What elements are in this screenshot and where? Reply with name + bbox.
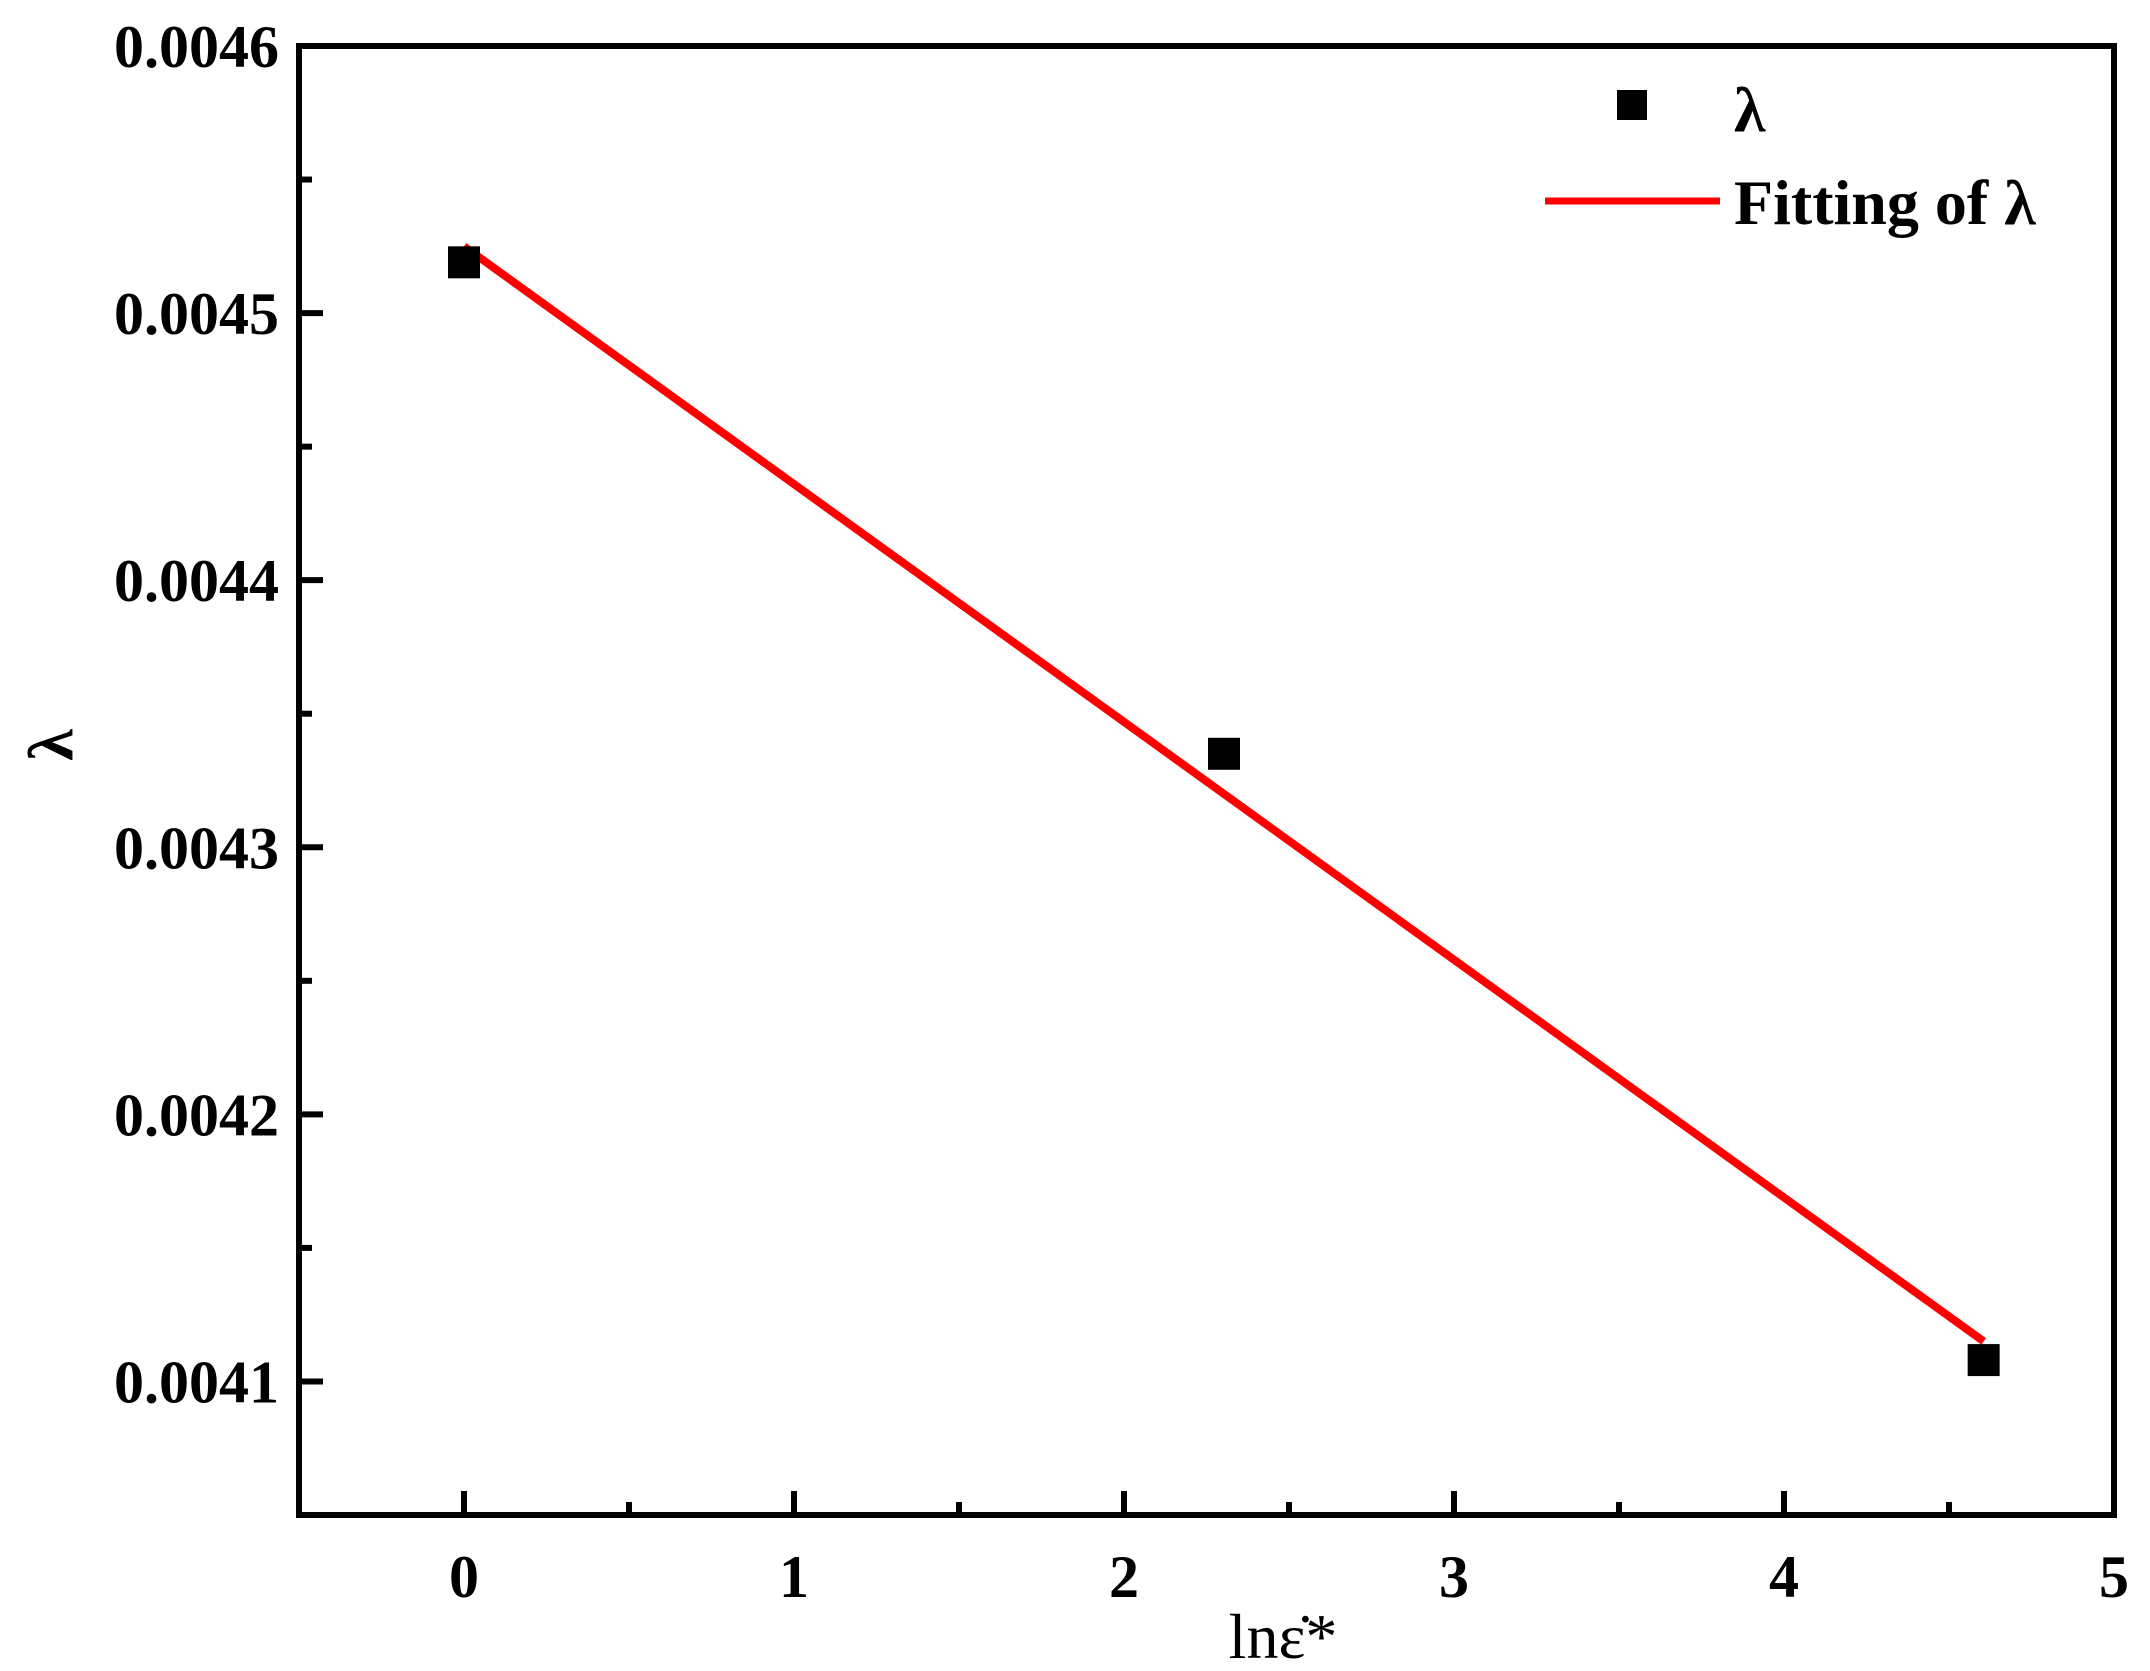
y-tick-label: 0.0046 <box>114 14 279 80</box>
fit-line <box>461 243 1986 1345</box>
legend-label-fit: Fitting of λ <box>1734 167 2036 238</box>
x-tick-label: 2 <box>1109 1544 1139 1610</box>
y-tick-label: 0.0041 <box>114 1349 279 1415</box>
y-axis-ticks: 0.0041 0.0042 0.0043 0.0044 0.0045 0.0046 <box>114 14 323 1415</box>
x-tick-label: 0 <box>449 1544 479 1610</box>
data-points-layer <box>448 246 2000 1377</box>
data-point <box>1967 1344 2000 1377</box>
x-tick-label: 1 <box>779 1544 809 1610</box>
x-tick-label: 5 <box>2099 1544 2129 1610</box>
x-axis-title: lnε̇* <box>1229 1601 1338 1671</box>
x-axis-ticks: 0 1 2 3 4 5 <box>449 1491 2129 1610</box>
legend: λ Fitting of λ <box>1545 74 2036 238</box>
legend-marker-lambda <box>1617 90 1647 120</box>
fit-line-layer <box>461 243 1986 1345</box>
y-tick-label: 0.0045 <box>114 281 279 347</box>
data-point <box>448 246 480 279</box>
x-tick-label: 3 <box>1439 1544 1469 1610</box>
data-point <box>1207 737 1240 770</box>
y-tick-label: 0.0042 <box>114 1082 279 1148</box>
x-tick-label: 4 <box>1769 1544 1799 1610</box>
plot-frame <box>296 43 2117 1518</box>
y-axis-title: λ <box>15 729 86 761</box>
legend-label-lambda: λ <box>1734 74 1766 145</box>
y-tick-label: 0.0043 <box>114 815 279 881</box>
y-tick-label: 0.0044 <box>114 548 279 614</box>
